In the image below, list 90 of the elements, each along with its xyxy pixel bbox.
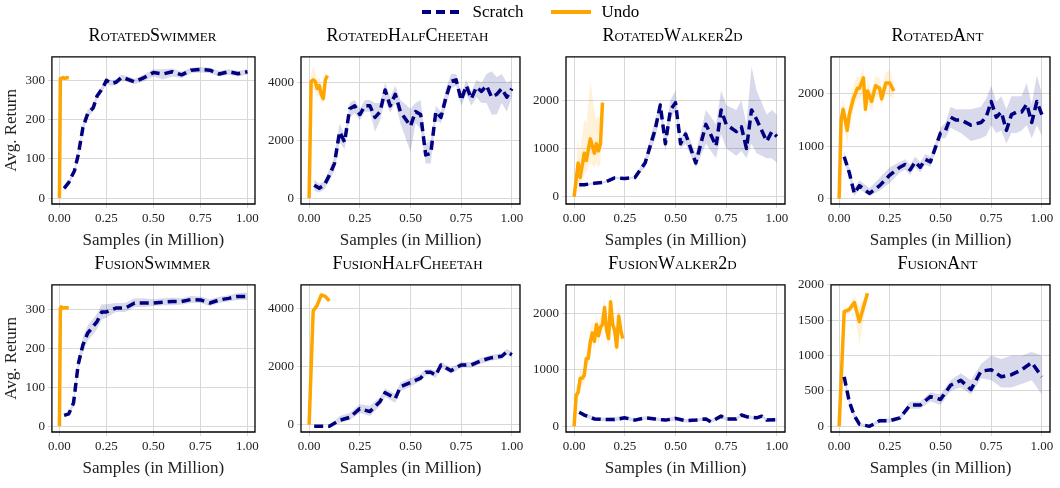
y-tick-label: 2000 xyxy=(798,276,824,292)
y-tick-label: 1000 xyxy=(798,137,824,153)
y-axis-title: Avg. Return xyxy=(0,316,20,400)
legend-label: Undo xyxy=(601,2,640,22)
x-tick-label: 0.00 xyxy=(297,210,321,226)
x-tick-label: 0.00 xyxy=(297,438,321,454)
y-tick-label: 300 xyxy=(25,301,45,317)
y-tick-label: 100 xyxy=(25,378,45,394)
y-tick-label: 300 xyxy=(25,71,45,87)
x-tick-label: 0.75 xyxy=(714,438,738,454)
y-tick-label: 1000 xyxy=(533,361,559,377)
x-tick-label: 0.75 xyxy=(189,210,212,226)
x-axis-title: Samples (in Million) xyxy=(604,230,747,250)
chart-title: FusionAnt xyxy=(896,252,978,274)
x-tick-label: 0.00 xyxy=(827,210,851,226)
y-tick-label: 500 xyxy=(804,382,824,398)
x-tick-label: 0.75 xyxy=(979,210,1003,226)
y-tick-label: 0 xyxy=(287,189,294,205)
chart-title: RotatedHalfCheetah xyxy=(325,24,489,46)
chart-title: FusionHalfCheetah xyxy=(331,252,483,274)
x-tick-label: 0.00 xyxy=(48,438,71,454)
y-tick-label: 0 xyxy=(552,188,559,204)
y-tick-label: 200 xyxy=(25,111,45,127)
x-tick-label: 1.00 xyxy=(500,438,524,454)
x-tick-label: 0.50 xyxy=(929,438,952,454)
x-tick-label: 0.50 xyxy=(664,438,687,454)
x-tick-label: 0.50 xyxy=(399,438,422,454)
line-series xyxy=(842,99,1044,196)
x-tick-label: 0.25 xyxy=(348,438,372,454)
x-tick-label: 0.75 xyxy=(449,438,473,454)
y-tick-label: 0 xyxy=(287,416,294,432)
chart-title: RotatedWalker2d xyxy=(601,24,743,46)
x-axis-title: Samples (in Million) xyxy=(339,230,482,250)
chart-title: RotatedAnt xyxy=(890,24,984,46)
y-tick-label: 0 xyxy=(817,190,824,206)
x-tick-label: 0.25 xyxy=(348,210,372,226)
y-tick-label: 2000 xyxy=(268,131,294,147)
y-tick-label: 0 xyxy=(38,189,45,205)
y-tick-label: 1000 xyxy=(798,346,824,362)
x-tick-label: 1.00 xyxy=(1030,438,1054,454)
x-tick-label: 0.50 xyxy=(664,210,687,226)
legend-label: Scratch xyxy=(472,2,524,22)
y-tick-label: 4000 xyxy=(268,299,294,315)
y-tick-label: 0 xyxy=(552,417,559,433)
x-tick-label: 0.50 xyxy=(142,210,165,226)
y-tick-label: 2000 xyxy=(798,85,824,101)
x-tick-label: 0.00 xyxy=(562,210,586,226)
x-tick-label: 0.25 xyxy=(878,210,902,226)
x-tick-label: 0.50 xyxy=(142,438,165,454)
x-tick-label: 0.75 xyxy=(189,438,212,454)
x-axis-title: Samples (in Million) xyxy=(339,458,482,478)
line-series xyxy=(577,100,779,187)
x-tick-label: 1.00 xyxy=(765,438,789,454)
x-tick-label: 0.25 xyxy=(95,438,118,454)
y-tick-label: 1000 xyxy=(533,139,559,155)
x-axis-title: Samples (in Million) xyxy=(82,230,225,250)
x-tick-label: 1.00 xyxy=(236,210,259,226)
chart-title: FusionSwimmer xyxy=(93,252,211,274)
y-tick-label: 2000 xyxy=(533,304,559,320)
x-axis-title: Samples (in Million) xyxy=(869,458,1012,478)
x-tick-label: 0.50 xyxy=(399,210,422,226)
y-tick-label: 2000 xyxy=(533,91,559,107)
y-tick-label: 200 xyxy=(25,340,45,356)
x-tick-label: 0.75 xyxy=(714,210,738,226)
x-axis-title: Samples (in Million) xyxy=(604,458,747,478)
x-tick-label: 0.00 xyxy=(827,438,851,454)
x-tick-label: 1.00 xyxy=(236,438,259,454)
x-tick-label: 0.25 xyxy=(95,210,118,226)
x-tick-label: 0.25 xyxy=(878,438,902,454)
x-tick-label: 0.25 xyxy=(613,210,637,226)
y-tick-label: 100 xyxy=(25,150,45,166)
x-tick-label: 0.25 xyxy=(613,438,637,454)
chart-title: FusionWalker2d xyxy=(607,252,737,274)
x-tick-label: 0.50 xyxy=(929,210,952,226)
y-tick-label: 4000 xyxy=(268,74,294,90)
x-tick-label: 0.00 xyxy=(48,210,71,226)
x-tick-label: 1.00 xyxy=(500,210,524,226)
x-tick-label: 1.00 xyxy=(765,210,789,226)
x-tick-label: 0.75 xyxy=(979,438,1003,454)
chart-title: RotatedSwimmer xyxy=(87,24,217,46)
x-tick-label: 0.75 xyxy=(449,210,473,226)
y-tick-label: 0 xyxy=(38,417,45,433)
y-axis-title: Avg. Return xyxy=(0,88,20,172)
y-tick-label: 2000 xyxy=(268,357,294,373)
x-tick-label: 1.00 xyxy=(1030,210,1054,226)
x-tick-label: 0.00 xyxy=(562,438,586,454)
x-axis-title: Samples (in Million) xyxy=(82,458,225,478)
x-axis-title: Samples (in Million) xyxy=(869,230,1012,250)
y-tick-label: 0 xyxy=(817,417,824,433)
y-tick-label: 1500 xyxy=(798,311,824,327)
